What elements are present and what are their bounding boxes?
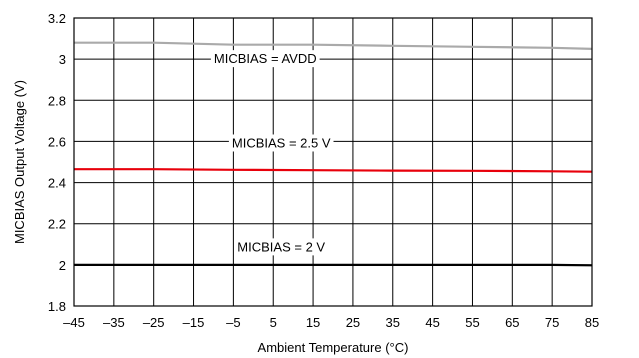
y-tick-label: 3.2 xyxy=(48,11,66,26)
x-tick-label: 45 xyxy=(425,315,439,330)
y-tick-label: 2.4 xyxy=(48,176,66,191)
x-tick-label: –15 xyxy=(183,315,205,330)
series-line-1 xyxy=(74,41,593,50)
y-tick-label: 2.6 xyxy=(48,134,66,149)
x-axis-label: Ambient Temperature (°C) xyxy=(258,340,409,355)
x-tick-label: 65 xyxy=(505,315,519,330)
series-line-2 xyxy=(74,168,593,173)
x-tick-label: –5 xyxy=(226,315,240,330)
series-annotation: MICBIAS = 2.5 V xyxy=(232,135,331,150)
grid-lines xyxy=(74,18,592,306)
annotation-background xyxy=(228,134,334,152)
x-tick-labels: –45 –35 –25 –15 –5 5 15 25 35 45 55 65 75 85 xyxy=(63,315,599,330)
x-tick-label: –45 xyxy=(63,315,85,330)
series-lines xyxy=(74,41,593,267)
plot-frame xyxy=(73,17,593,307)
x-tick-label: –35 xyxy=(103,315,125,330)
annotation-background xyxy=(210,50,320,68)
x-tick-label: 55 xyxy=(465,315,479,330)
series-annotation: MICBIAS = AVDD xyxy=(214,51,317,66)
series-annotation: MICBIAS = 2 V xyxy=(237,239,325,254)
y-tick-labels: 1.8 2 2.2 2.4 2.6 2.8 3 3.2 xyxy=(48,11,66,314)
x-tick-label: 5 xyxy=(270,315,277,330)
x-tick-label: 15 xyxy=(306,315,320,330)
y-tick-label: 2.8 xyxy=(48,93,66,108)
x-tick-label: 75 xyxy=(545,315,559,330)
x-tick-label: –25 xyxy=(143,315,165,330)
y-tick-label: 2.2 xyxy=(48,217,66,232)
series-annotations: MICBIAS = AVDD MICBIAS = 2.5 V MICBIAS = 2… xyxy=(210,50,334,256)
y-tick-label: 1.8 xyxy=(48,299,66,314)
y-tick-label: 2 xyxy=(59,258,66,273)
annotation-background xyxy=(234,238,329,256)
x-tick-label: 25 xyxy=(346,315,360,330)
x-tick-label: 35 xyxy=(386,315,400,330)
y-tick-label: 3 xyxy=(59,52,66,67)
x-tick-label: 85 xyxy=(585,315,599,330)
y-axis-label: MICBIAS Output Voltage (V) xyxy=(12,80,27,244)
